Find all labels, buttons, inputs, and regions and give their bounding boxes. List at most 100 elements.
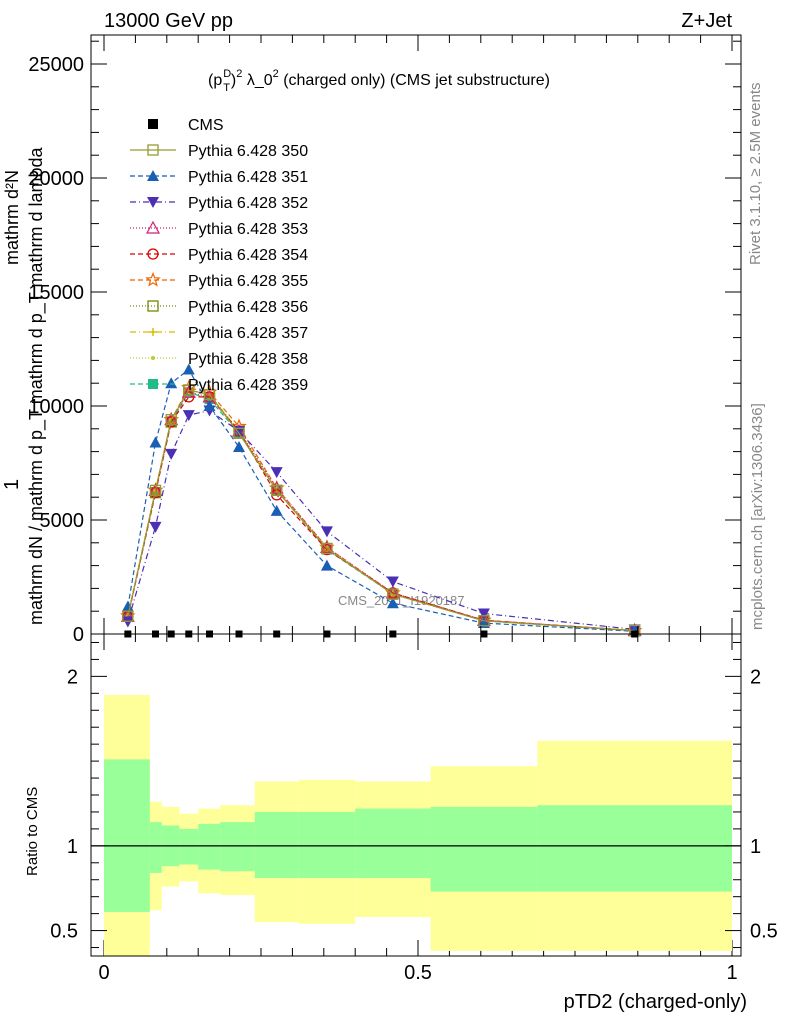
y-tick-label: 25000 [28,54,84,76]
legend-item: CMS [148,117,224,134]
legend-marker [147,300,159,312]
series-3 [121,405,641,636]
legend-item: Pythia 6.428 351 [130,169,308,186]
ratio-y-tick-label-right: 1 [750,836,761,858]
series-point [269,480,284,494]
series-point [203,388,216,401]
mcplots-label: mcplots.cern.ch [arXiv:1306.3436] [749,403,766,630]
rivet-label: Rivet 3.1.10, ≥ 2.5M events [747,83,764,266]
legend-label: Pythia 6.428 351 [188,169,308,186]
series-point [271,484,283,497]
legend-marker [149,328,157,336]
series-point [203,400,216,411]
y-tick-label: 5000 [40,510,85,532]
legend-label: Pythia 6.428 352 [188,195,308,212]
energy-label: 13000 GeV pp [104,10,233,32]
legend-label: Pythia 6.428 355 [188,273,308,290]
series-point [321,542,333,555]
series-point [270,504,283,516]
uncertainty-band-inner [104,759,150,912]
uncertainty-band-inner [298,811,356,879]
legend-marker [148,119,158,129]
uncertainty-band-inner [198,823,221,870]
legend-marker [147,248,159,260]
legend-item: Pythia 6.428 356 [130,299,308,316]
uncertainty-band-inner [355,808,431,879]
series-point [319,540,334,553]
series-point [121,616,134,628]
legend-item: Pythia 6.428 358 [130,351,308,368]
series-point [121,600,134,612]
legend-marker [148,379,158,389]
legend-item: Pythia 6.428 350 [130,143,308,160]
series-point [181,385,196,398]
legend-label: Pythia 6.428 354 [188,247,308,264]
legend-label: Pythia 6.428 358 [188,351,308,368]
series-point [165,377,178,389]
ratio-ylabel: Ratio to CMS [24,787,41,876]
legend-label: Pythia 6.428 350 [188,143,308,160]
uncertainty-band-inner [220,822,255,872]
series-point [165,414,177,426]
series-point [387,588,399,600]
legend-item: Pythia 6.428 353 [130,220,308,238]
series-point [165,448,178,460]
y-tick-label: 15000 [28,282,84,304]
legend-item: Pythia 6.428 357 [130,325,308,342]
series-point [320,526,333,538]
ratio-y-tick-label: 0.5 [50,921,78,943]
x-tick-label: 0 [98,962,109,984]
legend-item: Pythia 6.428 355 [130,271,308,290]
y-tick-label: 10000 [28,396,84,418]
ratio-y-tick-label-right: 2 [750,666,761,688]
series-point [270,467,283,479]
series-point [183,384,195,396]
series-point [149,521,162,533]
ratio-y-tick-label: 2 [67,666,78,688]
series-line [127,389,635,632]
ratio-panel: 0.5 0.5 1 1 2 2 0 0.5 1 Ratio to CMS pTD2 (charg… [24,633,778,1013]
series-point [149,436,162,448]
legend-marker [147,197,159,208]
legend-label: CMS [188,117,224,134]
uncertainty-band-inner [179,828,199,865]
legend-label: Pythia 6.428 356 [188,299,308,316]
main-ylabel: mathrm dN / mathrm d p_T mathrm d p_T ma… [26,147,47,625]
x-tick-label: 0.5 [404,962,432,984]
legend-label: Pythia 6.428 357 [188,325,308,342]
uncertainty-band-inner [430,806,538,892]
series-point [233,427,245,440]
series-point [182,410,195,422]
series-1 [122,384,641,637]
series-point [386,576,399,588]
uncertainty-band-inner [149,822,162,873]
series-point [477,608,490,620]
watermark: CMS_2021_I1920187 [338,593,465,608]
legend-marker [145,271,161,287]
process-label: Z+Jet [681,10,732,32]
legend-item: Pythia 6.428 359 [130,377,308,394]
main-ylabel-num: mathrm d²N [2,170,22,265]
legend: CMS Pythia 6.428 350 Pythia 6.428 351 Pythi… [130,117,308,394]
legend-marker [145,220,161,234]
y-tick-label: 20000 [28,168,84,190]
main-title: (pD T)2 λ_02 (charged only) (CMS jet subs… [208,68,550,94]
y-tick-label: 0 [73,624,84,646]
legend-marker [151,356,155,360]
main-ylabel-top: 1 [1,479,23,490]
uncertainty-band-inner [254,811,299,879]
ratio-y-tick-label: 1 [67,836,78,858]
legend-label: Pythia 6.428 353 [188,221,308,238]
ratio-y-tick-label-right: 0.5 [750,921,778,943]
legend-label: Pythia 6.428 359 [188,377,308,394]
series-point [320,559,333,571]
legend-marker [147,170,159,181]
legend-marker [147,144,159,156]
series-point [478,615,490,627]
series-point [122,610,134,622]
legend-item: Pythia 6.428 354 [130,247,308,264]
legend-item: Pythia 6.428 352 [130,195,308,212]
ratio-xlabel: pTD2 (charged-only) [564,991,747,1013]
x-tick-label: 1 [726,962,737,984]
series-point [182,363,195,375]
